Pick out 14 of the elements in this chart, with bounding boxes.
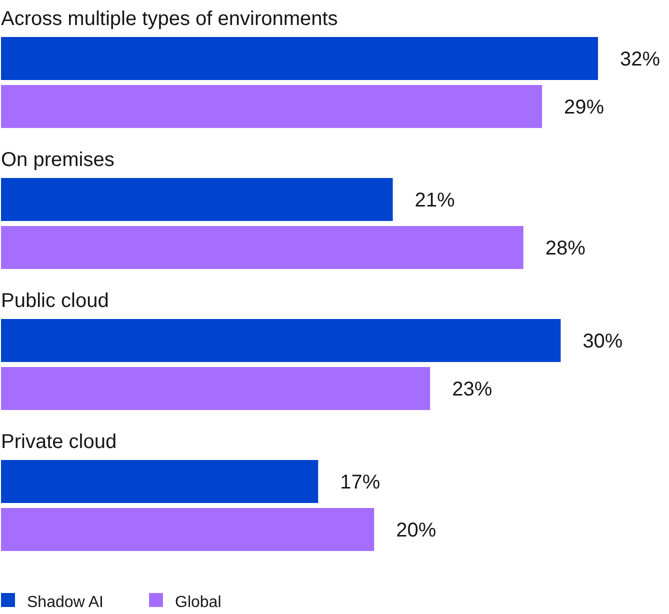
legend-label: Global	[175, 594, 222, 611]
y-tick-label: Private cloud	[1, 431, 117, 453]
data-label: 20%	[396, 520, 436, 542]
legend-label: Shadow AI	[27, 594, 104, 611]
data-label: 30%	[582, 330, 623, 352]
y-tick-label: Public cloud	[1, 290, 109, 312]
data-label: 17%	[340, 472, 380, 494]
data-label: 21%	[414, 190, 456, 212]
data-label: 29%	[564, 96, 604, 118]
y-tick-label: Across multiple types of environments	[1, 8, 338, 30]
data-label: 32%	[620, 48, 660, 70]
y-tick-label: On premises	[1, 149, 114, 171]
data-label: 28%	[545, 238, 586, 260]
data-label: 23%	[452, 378, 492, 400]
